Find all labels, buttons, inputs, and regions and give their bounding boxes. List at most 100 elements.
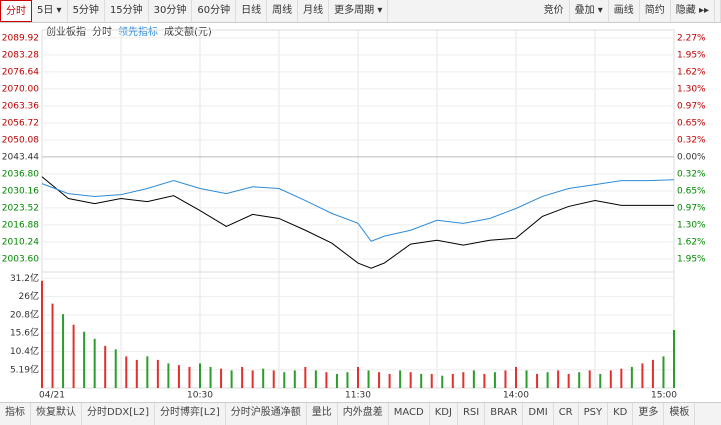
y-right-label: 1.30% bbox=[677, 84, 706, 94]
volume-bar bbox=[441, 375, 444, 388]
toolbar-right: 竞价 叠加 ▾ 画线 简约 隐藏 ▸▸ bbox=[534, 0, 721, 22]
volume-bar bbox=[378, 372, 381, 388]
toolbar-button[interactable]: 日线 bbox=[236, 0, 268, 22]
y-tick-label: 2056.72 bbox=[2, 118, 39, 128]
tab[interactable]: 分时DDX[L2] bbox=[82, 403, 155, 425]
price-line bbox=[41, 176, 674, 269]
toolbar-button[interactable]: 分时 bbox=[0, 0, 32, 22]
toolbar: 分时 5日 ▾ 5分钟 15分钟 30分钟 60分钟 日线 周线 月线 更多周期 ▾ 竞价 叠加 ▾ 画… bbox=[0, 0, 721, 23]
tab[interactable]: RSI bbox=[458, 403, 486, 425]
y-tick-label: 20.8亿 bbox=[10, 308, 39, 320]
y-right-label: 0.65% bbox=[677, 186, 706, 196]
tab[interactable]: CR bbox=[554, 403, 579, 425]
toolbar-button[interactable]: 5分钟 bbox=[68, 0, 105, 22]
toolbar-button[interactable]: 简约 bbox=[640, 0, 671, 22]
y-right-label: 0.32% bbox=[677, 169, 706, 179]
y-tick-label: 2089.92 bbox=[2, 33, 39, 43]
volume-bar bbox=[483, 373, 486, 388]
tab[interactable]: KDJ bbox=[430, 403, 458, 425]
volume-bar bbox=[515, 366, 517, 388]
toolbar-button[interactable]: 30分钟 bbox=[149, 0, 193, 22]
tab[interactable]: 分时博弈[L2] bbox=[155, 403, 226, 425]
y-tick-label: 2043.44 bbox=[2, 152, 39, 162]
legend-item: 分时 bbox=[92, 27, 112, 38]
y-tick-label: 26亿 bbox=[19, 290, 39, 302]
toolbar-button[interactable]: 60分钟 bbox=[192, 0, 237, 22]
legend-item: 领先指标 bbox=[118, 27, 158, 38]
volume-bar bbox=[283, 372, 286, 388]
tab[interactable]: 内外盘差 bbox=[338, 403, 389, 425]
volume-bar bbox=[536, 373, 539, 388]
volume-bar bbox=[293, 370, 296, 388]
tab[interactable]: PSY bbox=[579, 403, 609, 425]
tab[interactable]: DMI bbox=[523, 403, 554, 425]
y-tick-label: 2010.24 bbox=[2, 237, 39, 247]
volume-bar bbox=[199, 363, 201, 388]
y-right-label: 0.32% bbox=[677, 135, 706, 145]
volume-bar bbox=[220, 368, 223, 388]
volume-bar bbox=[557, 370, 560, 388]
volume-bar bbox=[609, 370, 612, 388]
y-right-label: 1.95% bbox=[677, 254, 706, 264]
volume-bar bbox=[346, 372, 349, 388]
x-tick-label: 04/21 bbox=[39, 391, 65, 401]
tab[interactable]: MACD bbox=[389, 403, 430, 425]
indicator-tabs: 指标 恢复默认 分时DDX[L2] 分时博弈[L2] 分时沪股通净额 量比 内外盘差 MACD… bbox=[0, 402, 721, 425]
tab[interactable]: 更多 bbox=[633, 403, 665, 425]
tab[interactable]: 量比 bbox=[307, 403, 338, 425]
volume-bar bbox=[41, 280, 43, 388]
toolbar-button[interactable]: 竞价 bbox=[539, 0, 570, 22]
volume-bar bbox=[588, 370, 591, 388]
tab[interactable]: 恢复默认 bbox=[31, 403, 82, 425]
volume-bar bbox=[251, 370, 254, 388]
x-tick-label: 14:00 bbox=[503, 391, 529, 401]
volume-bar bbox=[241, 366, 244, 388]
volume-bar bbox=[188, 366, 191, 388]
tab[interactable]: 指标 bbox=[0, 403, 31, 425]
volume-bar bbox=[546, 372, 549, 388]
volume-bar bbox=[367, 370, 370, 388]
toolbar-button[interactable]: 5日 ▾ bbox=[32, 0, 68, 22]
tab[interactable]: BRAR bbox=[485, 403, 524, 425]
toolbar-button[interactable]: 叠加 ▾ bbox=[570, 0, 609, 22]
y-tick-label: 2050.08 bbox=[2, 135, 39, 145]
toolbar-button[interactable]: 画线 bbox=[609, 0, 640, 22]
legend-item: 创业板指 bbox=[46, 27, 86, 38]
toolbar-button[interactable]: 隐藏 ▸▸ bbox=[671, 0, 715, 22]
volume-bar bbox=[357, 366, 359, 388]
y-right-label: 1.62% bbox=[677, 237, 706, 247]
volume-bar bbox=[420, 373, 423, 388]
volume-bar bbox=[462, 372, 465, 388]
volume-bar bbox=[335, 373, 338, 388]
toolbar-button[interactable]: 周线 bbox=[267, 0, 299, 22]
x-tick-label: 15:00 bbox=[651, 391, 677, 401]
y-right-label: 0.65% bbox=[677, 118, 706, 128]
toolbar-button[interactable]: 15分钟 bbox=[105, 0, 149, 22]
toolbar-button[interactable]: 月线 bbox=[298, 0, 330, 22]
tab[interactable]: 模板 bbox=[664, 403, 696, 425]
volume-bar bbox=[72, 324, 75, 388]
y-tick-label: 2003.60 bbox=[2, 254, 39, 264]
volume-bar bbox=[230, 370, 233, 388]
volume-bar bbox=[388, 373, 391, 388]
volume-bar bbox=[662, 356, 665, 388]
volume-bar bbox=[262, 368, 265, 388]
volume-bar bbox=[156, 359, 159, 388]
volume-bar bbox=[209, 366, 212, 388]
volume-bar bbox=[83, 331, 86, 388]
y-tick-label: 2070.00 bbox=[2, 84, 39, 94]
volume-bar bbox=[504, 370, 507, 388]
volume-bar bbox=[62, 314, 65, 388]
y-tick-label: 2016.88 bbox=[2, 220, 39, 230]
tab[interactable]: 分时沪股通净额 bbox=[226, 403, 307, 425]
y-tick-label: 2063.36 bbox=[2, 101, 39, 111]
volume-bar bbox=[272, 370, 275, 388]
volume-bar bbox=[620, 368, 623, 388]
x-tick-label: 10:30 bbox=[187, 391, 213, 401]
volume-bar bbox=[399, 370, 402, 388]
tab[interactable]: KD bbox=[608, 403, 634, 425]
legend: 创业板指 分时 领先指标 成交额(元) bbox=[46, 23, 212, 38]
toolbar-button[interactable]: 更多周期 ▾ bbox=[329, 0, 389, 22]
volume-bar bbox=[673, 330, 675, 388]
